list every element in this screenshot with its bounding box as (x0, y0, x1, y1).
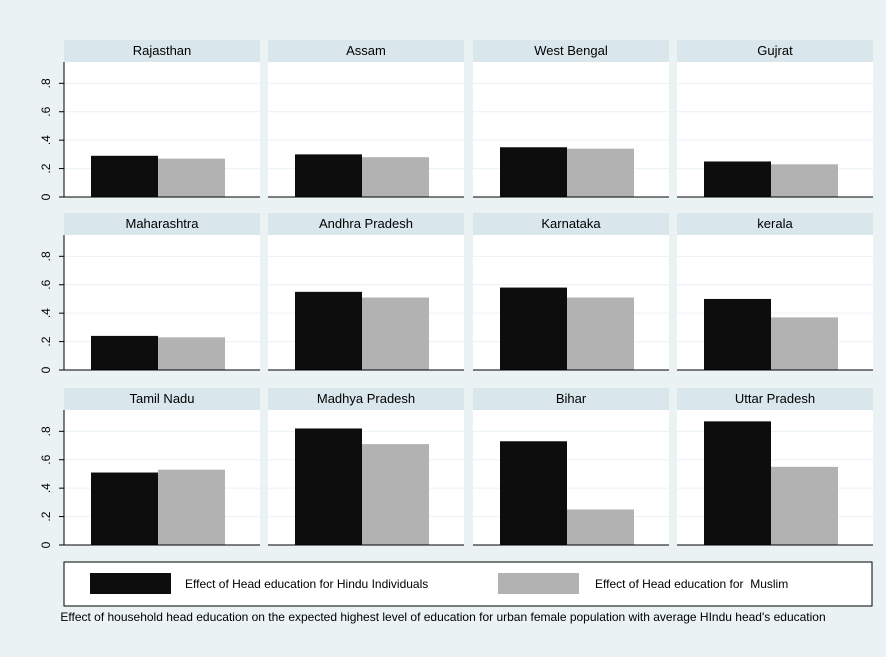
panel-madhya-pradesh: Madhya Pradesh (268, 388, 464, 546)
panel-header (473, 40, 669, 62)
y-tick-label: .6 (39, 106, 53, 116)
bar-hindu (704, 421, 771, 545)
panel-header (677, 388, 873, 410)
y-tick-label: .8 (39, 78, 53, 88)
panel-title: Madhya Pradesh (317, 391, 415, 406)
bar-muslim (567, 297, 634, 370)
y-tick-label: .4 (39, 483, 53, 493)
panel-assam: Assam (268, 40, 464, 198)
bar-muslim (362, 444, 429, 545)
panel-tamil-nadu: Tamil Nadu 0 .2 .4 .6 .8 (39, 388, 260, 548)
y-tick-label: .4 (39, 135, 53, 145)
panel-west-bengal: West Bengal (473, 40, 669, 198)
y-tick-label: 0 (39, 541, 53, 548)
bar-muslim (158, 337, 225, 370)
panel-title: West Bengal (534, 43, 608, 58)
bar-muslim (771, 317, 838, 370)
bar-hindu (91, 155, 158, 197)
bar-muslim (567, 148, 634, 197)
y-tick-label: .2 (39, 336, 53, 346)
legend-box (63, 561, 873, 607)
y-tick-label: 0 (39, 366, 53, 373)
panel-kerala: kerala (677, 213, 873, 371)
bar-hindu (500, 441, 567, 545)
y-tick-label: .4 (39, 308, 53, 318)
bar-hindu (500, 287, 567, 370)
panel-header (64, 388, 260, 410)
y-tick-label: .8 (39, 426, 53, 436)
legend-swatch (90, 573, 171, 594)
y-tick-label: .8 (39, 251, 53, 261)
panel-uttar-pradesh: Uttar Pradesh (677, 388, 873, 546)
panel-title: Maharashtra (126, 216, 200, 231)
bar-muslim (771, 466, 838, 545)
panel-maharashtra: Maharashtra 0 .2 .4 .6 .8 (39, 213, 260, 373)
panel-header (268, 213, 464, 235)
y-tick-label: 0 (39, 193, 53, 200)
panel-title: Rajasthan (133, 43, 192, 58)
panel-title: Assam (346, 43, 386, 58)
panel-karnataka: Karnataka (473, 213, 669, 371)
panel-rajasthan: Rajasthan 0 .2 .4 .6 .8 (39, 40, 260, 200)
panel-header (473, 213, 669, 235)
bar-hindu (295, 154, 362, 197)
panel-title: Karnataka (541, 216, 601, 231)
panel-title: kerala (757, 216, 793, 231)
chart-caption: Effect of household head education on th… (60, 610, 826, 624)
legend-label: Effect of Head education for Muslim (595, 577, 788, 591)
bar-muslim (362, 297, 429, 370)
bar-hindu (91, 472, 158, 545)
bar-hindu (704, 298, 771, 370)
panel-gujrat: Gujrat (677, 40, 873, 198)
panel-header (677, 40, 873, 62)
panel-title: Bihar (556, 391, 587, 406)
panel-title: Uttar Pradesh (735, 391, 815, 406)
panel-header (64, 40, 260, 62)
panel-header (677, 213, 873, 235)
panel-header (268, 388, 464, 410)
panel-header (268, 40, 464, 62)
panel-header (473, 388, 669, 410)
bar-hindu (704, 161, 771, 197)
bar-muslim (362, 157, 429, 197)
bar-muslim (158, 469, 225, 545)
y-tick-label: .2 (39, 163, 53, 173)
bar-hindu (295, 291, 362, 370)
panel-title: Andhra Pradesh (319, 216, 413, 231)
bar-muslim (567, 509, 634, 545)
legend-label: Effect of Head education for Hindu Indiv… (185, 577, 428, 591)
bar-hindu (295, 428, 362, 545)
y-tick-label: .2 (39, 511, 53, 521)
panel-title: Gujrat (757, 43, 793, 58)
bar-muslim (771, 164, 838, 197)
y-tick-label: .6 (39, 279, 53, 289)
legend-swatch (498, 573, 579, 594)
bar-hindu (91, 335, 158, 370)
bar-muslim (158, 158, 225, 197)
panel-header (64, 213, 260, 235)
panel-bihar: Bihar (473, 388, 669, 546)
legend: Effect of Head education for Hindu Indiv… (63, 561, 873, 607)
y-tick-label: .6 (39, 454, 53, 464)
bar-hindu (500, 147, 567, 197)
panels-layer: Rajasthan 0 .2 .4 .6 .8 Assam West Bengal Gujrat… (39, 40, 873, 548)
panel-andhra-pradesh: Andhra Pradesh (268, 213, 464, 371)
panel-title: Tamil Nadu (129, 391, 194, 406)
